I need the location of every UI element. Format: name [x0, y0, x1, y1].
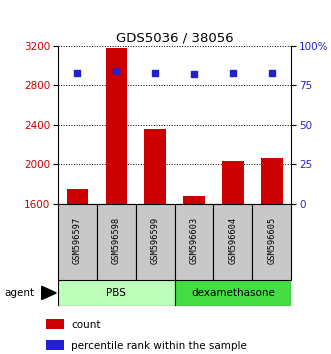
Bar: [261, 158, 283, 204]
FancyBboxPatch shape: [213, 204, 252, 280]
Bar: [106, 48, 127, 204]
FancyBboxPatch shape: [252, 204, 291, 280]
Bar: [144, 129, 166, 204]
Point: [75, 70, 80, 76]
Bar: [46, 340, 64, 350]
Polygon shape: [42, 286, 56, 299]
FancyBboxPatch shape: [97, 204, 136, 280]
Bar: [67, 189, 88, 204]
Bar: [183, 196, 205, 204]
Text: GSM596599: GSM596599: [151, 216, 160, 264]
Text: GSM596597: GSM596597: [73, 216, 82, 264]
Point: [269, 70, 274, 76]
Bar: [222, 161, 244, 204]
FancyBboxPatch shape: [174, 204, 213, 280]
Bar: [46, 319, 64, 329]
FancyBboxPatch shape: [174, 280, 291, 306]
Text: agent: agent: [5, 288, 35, 298]
Text: GSM596605: GSM596605: [267, 216, 276, 264]
FancyBboxPatch shape: [58, 204, 97, 280]
Text: dexamethasone: dexamethasone: [191, 288, 275, 298]
Text: GSM596598: GSM596598: [112, 216, 121, 264]
Point: [191, 72, 197, 77]
FancyBboxPatch shape: [58, 280, 174, 306]
Text: GSM596604: GSM596604: [228, 216, 237, 264]
FancyBboxPatch shape: [136, 204, 174, 280]
Text: GSM596603: GSM596603: [190, 216, 199, 264]
Point: [230, 70, 236, 76]
Text: count: count: [71, 320, 101, 330]
Text: PBS: PBS: [106, 288, 126, 298]
Title: GDS5036 / 38056: GDS5036 / 38056: [116, 32, 233, 45]
Text: percentile rank within the sample: percentile rank within the sample: [71, 341, 247, 351]
Point: [114, 68, 119, 74]
Point: [153, 70, 158, 76]
